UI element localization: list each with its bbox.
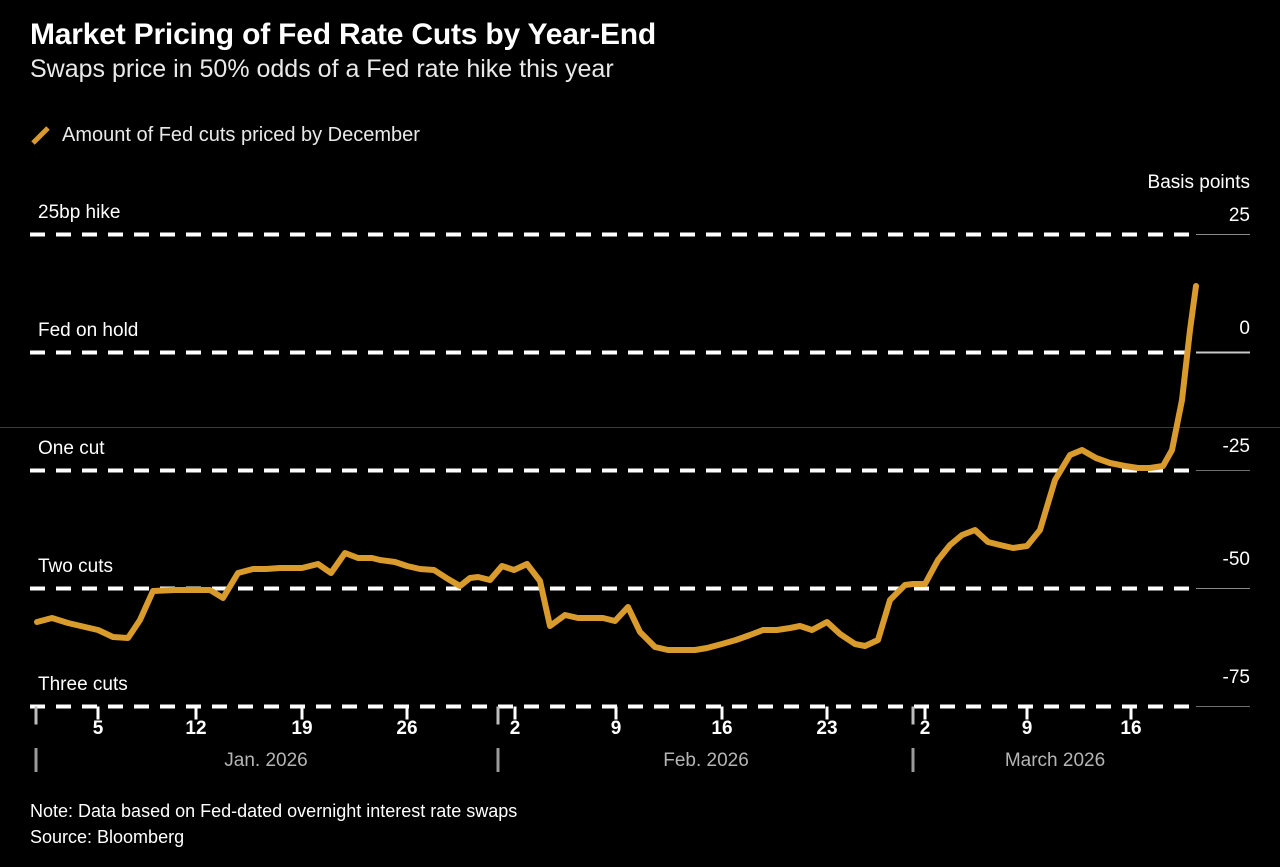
footer-note: Note: Data based on Fed-dated overnight …	[30, 801, 518, 821]
chart-header: Market Pricing of Fed Rate Cuts by Year-…	[30, 18, 1250, 84]
x-axis-tick-label-6: 16	[711, 718, 733, 739]
y-annotation-two-cuts: Two cuts	[38, 556, 113, 577]
x-axis-tick-label-2: 19	[291, 718, 313, 739]
y-axis-unit-label: Basis points	[1147, 172, 1250, 193]
y-tick-label-minus25: -25	[1222, 436, 1250, 457]
y-tick-label-minus75: -75	[1222, 667, 1250, 688]
legend-item-label: Amount of Fed cuts priced by December	[62, 124, 420, 146]
x-axis-tick-group	[96, 706, 1133, 720]
y-tick-label-minus50: -50	[1222, 549, 1250, 570]
y-tick-label-0: 0	[1239, 318, 1250, 339]
x-axis-tick-label-7: 23	[816, 718, 838, 739]
y-tick-label-25: 25	[1228, 205, 1250, 226]
x-axis-month-label-1: Feb. 2026	[663, 750, 749, 771]
data-series-line	[34, 283, 1199, 653]
x-axis-month-label-0: Jan. 2026	[224, 750, 308, 771]
x-axis-month-boundary-group	[34, 706, 915, 772]
x-axis-tick-label-8: 2	[919, 718, 931, 739]
x-axis-tick-label-3: 26	[396, 718, 418, 739]
y-annotation-three-cuts: Three cuts	[38, 674, 128, 695]
x-axis-tick-label-5: 9	[610, 718, 622, 739]
footer-source: Source: Bloomberg	[30, 827, 185, 848]
line-slash-marker-icon	[30, 125, 52, 147]
chart-subtitle: Swaps price in 50% odds of a Fed rate hi…	[30, 55, 614, 83]
gridline-group	[30, 232, 1250, 709]
x-axis-month-label-2: March 2026	[1004, 750, 1106, 771]
y-annotation-25bp-hike: 25bp hike	[38, 202, 121, 223]
x-axis-tick-label-1: 12	[185, 718, 207, 739]
page-title: Market Pricing of Fed Rate Cuts by Year-…	[30, 18, 656, 51]
chart-legend: Amount of Fed cuts priced by December	[30, 124, 420, 147]
x-axis-tick-label-4: 2	[509, 718, 521, 739]
x-axis-tick-label-0: 5	[92, 718, 104, 739]
chart-footer: Note: Data based on Fed-dated overnight …	[30, 798, 517, 850]
y-annotation-one-cut: One cut	[38, 438, 105, 459]
x-axis-tick-label-9: 9	[1021, 718, 1033, 739]
y-annotation-fed-on-hold: Fed on hold	[38, 320, 139, 341]
x-axis-tick-label-10: 16	[1120, 718, 1142, 739]
